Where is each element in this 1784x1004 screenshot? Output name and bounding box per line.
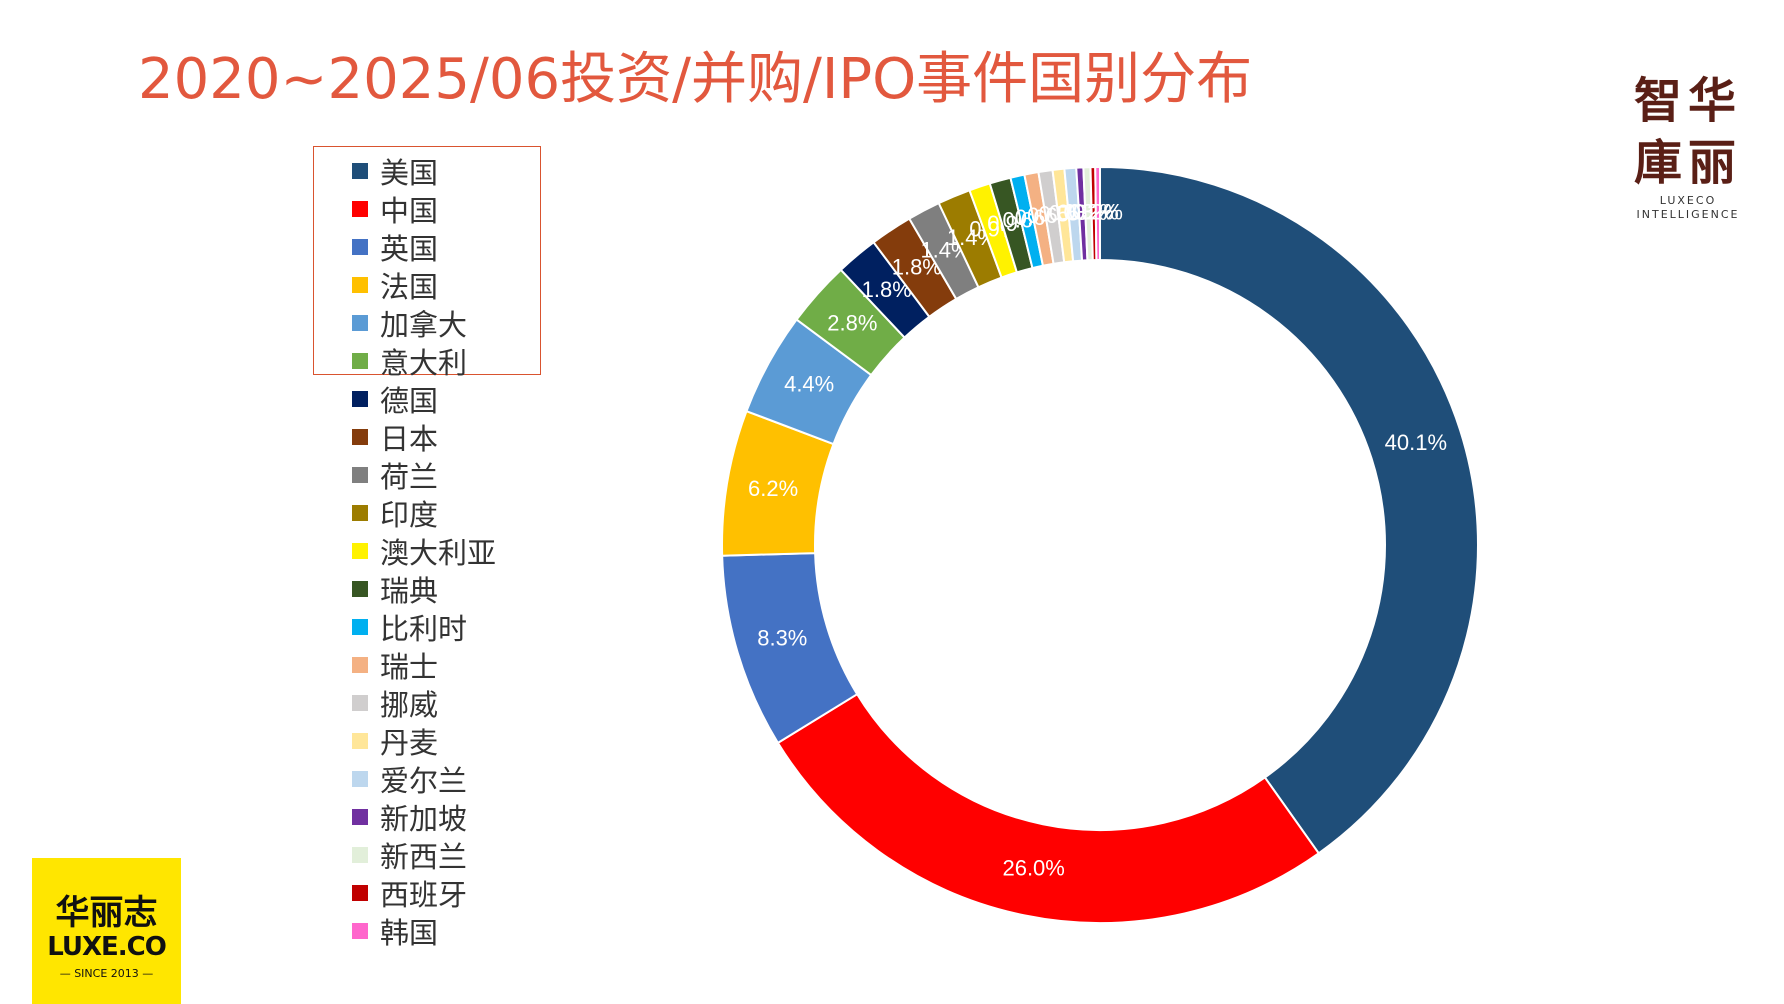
data-label: 8.3% (757, 625, 807, 650)
donut-chart: 40.1%26.0%8.3%6.2%4.4%2.8%1.8%1.8%1.4%1.… (721, 165, 1479, 924)
legend-item: 荷兰 (352, 456, 496, 494)
legend-item: 印度 (352, 494, 496, 532)
legend-label: 中国 (380, 194, 439, 228)
legend-swatch (352, 771, 368, 787)
legend-item: 美国 (352, 152, 496, 190)
legend-item: 新西兰 (352, 836, 496, 874)
legend-label: 印度 (380, 498, 439, 532)
legend-swatch (352, 277, 368, 293)
luxeco-intelligence-logo: 智华 庫丽 LUXECO INTELLIGENCE (1628, 70, 1748, 222)
legend-swatch (352, 695, 368, 711)
legend-label: 爱尔兰 (380, 764, 468, 798)
legend-label: 新加坡 (380, 802, 468, 836)
legend-item: 新加坡 (352, 798, 496, 836)
legend-item: 法国 (352, 266, 496, 304)
legend-item: 英国 (352, 228, 496, 266)
legend-swatch (352, 505, 368, 521)
legend-item: 丹麦 (352, 722, 496, 760)
legend-item: 挪威 (352, 684, 496, 722)
legend-label: 瑞典 (380, 574, 439, 608)
donut-slice (1094, 165, 1101, 262)
data-label: 0.2% (1073, 199, 1123, 224)
legend-item: 澳大利亚 (352, 532, 496, 570)
legend-swatch (352, 467, 368, 483)
logo-cn-line-1: 智华 (1633, 73, 1742, 129)
data-label: 40.1% (1385, 430, 1447, 455)
legend-highlight-box (313, 146, 541, 375)
luxe-co-logo-cn: 华丽志 (55, 893, 158, 933)
legend-item: 德国 (352, 380, 496, 418)
logo-cn-line-2: 庫丽 (1633, 135, 1742, 191)
legend-label: 荷兰 (380, 460, 439, 494)
legend-label: 丹麦 (380, 726, 439, 760)
legend-swatch (352, 163, 368, 179)
logo-en-line-2: INTELLIGENCE (1636, 208, 1740, 221)
legend-label: 挪威 (380, 688, 439, 722)
legend-item: 西班牙 (352, 874, 496, 912)
legend-swatch (352, 809, 368, 825)
legend-swatch (352, 353, 368, 369)
legend-swatch (352, 201, 368, 217)
legend-label: 日本 (380, 422, 439, 456)
legend-label: 加拿大 (380, 308, 468, 342)
legend-label: 比利时 (380, 612, 468, 646)
legend-label: 德国 (380, 384, 439, 418)
legend-label: 韩国 (380, 916, 439, 950)
legend-item: 韩国 (352, 912, 496, 950)
luxe-co-logo-en: LUXE.CO (47, 932, 167, 962)
legend-label: 法国 (380, 270, 439, 304)
data-label: 0.2% (1069, 199, 1119, 224)
page-title: 2020~2025/06投资/并购/IPO事件国别分布 (138, 47, 1253, 112)
legend-item: 中国 (352, 190, 496, 228)
data-label: 0.3% (1063, 200, 1113, 225)
legend-swatch (352, 391, 368, 407)
chart-legend: 美国中国英国法国加拿大意大利德国日本荷兰印度澳大利亚瑞典比利时瑞士挪威丹麦爱尔兰… (352, 152, 496, 950)
luxe-co-logo-since: — SINCE 2013 — (59, 967, 154, 980)
legend-swatch (352, 885, 368, 901)
legend-swatch (352, 429, 368, 445)
luxe-co-logo: 华丽志 LUXE.CO — SINCE 2013 — (32, 858, 181, 1004)
logo-en-line-1: LUXECO (1659, 194, 1717, 207)
legend-swatch (352, 619, 368, 635)
legend-label: 英国 (380, 232, 439, 266)
legend-swatch (352, 847, 368, 863)
legend-item: 加拿大 (352, 304, 496, 342)
donut-slice (1099, 165, 1479, 855)
legend-label: 美国 (380, 156, 439, 190)
legend-item: 爱尔兰 (352, 760, 496, 798)
data-label: 4.4% (784, 372, 834, 397)
donut-slice (776, 692, 1321, 924)
legend-label: 新西兰 (380, 840, 468, 874)
legend-swatch (352, 315, 368, 331)
legend-label: 澳大利亚 (380, 536, 497, 570)
legend-swatch (352, 733, 368, 749)
legend-swatch (352, 581, 368, 597)
legend-item: 瑞典 (352, 570, 496, 608)
legend-swatch (352, 923, 368, 939)
data-label: 26.0% (1002, 856, 1064, 881)
legend-label: 西班牙 (380, 878, 468, 912)
legend-item: 日本 (352, 418, 496, 456)
legend-item: 比利时 (352, 608, 496, 646)
legend-item: 意大利 (352, 342, 496, 380)
legend-swatch (352, 543, 368, 559)
legend-label: 意大利 (380, 346, 468, 380)
data-label: 2.8% (827, 310, 877, 335)
legend-label: 瑞士 (380, 650, 439, 684)
legend-swatch (352, 239, 368, 255)
data-label: 6.2% (748, 476, 798, 501)
legend-item: 瑞士 (352, 646, 496, 684)
legend-swatch (352, 657, 368, 673)
